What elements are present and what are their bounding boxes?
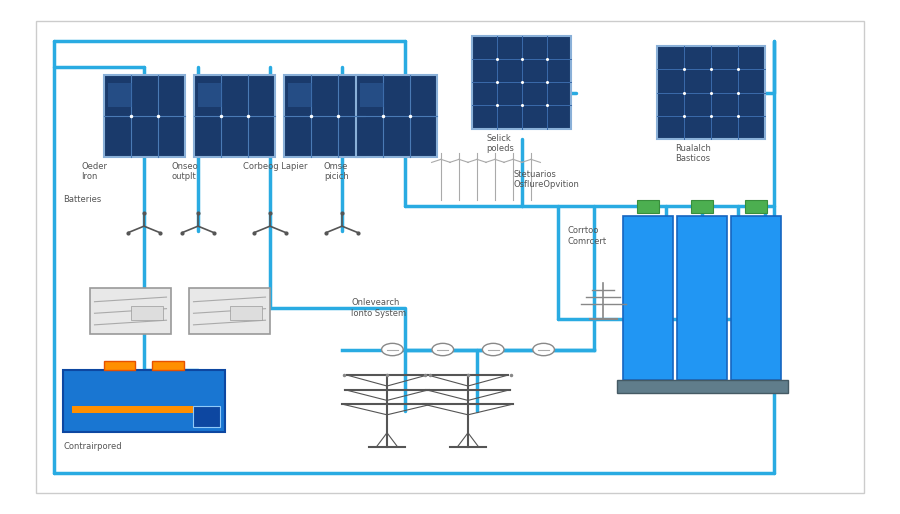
Text: Corbeog Lapier: Corbeog Lapier xyxy=(243,162,308,171)
Text: Onseo
outplt: Onseo outplt xyxy=(171,162,198,181)
FancyBboxPatch shape xyxy=(194,75,274,157)
FancyBboxPatch shape xyxy=(152,361,184,370)
Text: Selick
poleds: Selick poleds xyxy=(486,134,514,153)
Text: Corrtoo
Comrcert: Corrtoo Comrcert xyxy=(567,226,606,246)
FancyBboxPatch shape xyxy=(130,306,163,320)
Text: Contrairpored: Contrairpored xyxy=(63,442,122,451)
Text: Stetuarios
OsflureOpvition: Stetuarios OsflureOpvition xyxy=(513,170,579,189)
FancyBboxPatch shape xyxy=(104,75,184,157)
FancyBboxPatch shape xyxy=(288,83,312,107)
FancyBboxPatch shape xyxy=(193,406,220,427)
Circle shape xyxy=(432,343,454,356)
FancyBboxPatch shape xyxy=(108,83,132,107)
FancyBboxPatch shape xyxy=(189,288,270,334)
FancyBboxPatch shape xyxy=(72,406,216,413)
FancyBboxPatch shape xyxy=(356,75,436,157)
FancyBboxPatch shape xyxy=(360,83,384,107)
FancyBboxPatch shape xyxy=(623,216,673,380)
FancyBboxPatch shape xyxy=(90,288,171,334)
FancyBboxPatch shape xyxy=(472,36,572,128)
FancyBboxPatch shape xyxy=(745,200,767,213)
FancyBboxPatch shape xyxy=(691,200,713,213)
Text: Oeder
Iron: Oeder Iron xyxy=(81,162,107,181)
FancyBboxPatch shape xyxy=(657,46,765,139)
FancyBboxPatch shape xyxy=(230,306,262,320)
FancyBboxPatch shape xyxy=(637,200,659,213)
Text: Onlevearch
lonto System: Onlevearch lonto System xyxy=(351,298,406,318)
FancyBboxPatch shape xyxy=(677,216,727,380)
Circle shape xyxy=(482,343,504,356)
Circle shape xyxy=(382,343,403,356)
FancyBboxPatch shape xyxy=(616,380,788,393)
FancyBboxPatch shape xyxy=(284,75,364,157)
FancyBboxPatch shape xyxy=(731,216,781,380)
FancyBboxPatch shape xyxy=(198,83,222,107)
FancyBboxPatch shape xyxy=(63,370,225,432)
Text: Batteries: Batteries xyxy=(63,195,101,205)
FancyBboxPatch shape xyxy=(36,21,864,493)
Text: Rualalch
Basticos: Rualalch Basticos xyxy=(675,144,711,163)
Text: Omse
picich: Omse picich xyxy=(324,162,349,181)
Circle shape xyxy=(533,343,554,356)
FancyBboxPatch shape xyxy=(104,361,135,370)
